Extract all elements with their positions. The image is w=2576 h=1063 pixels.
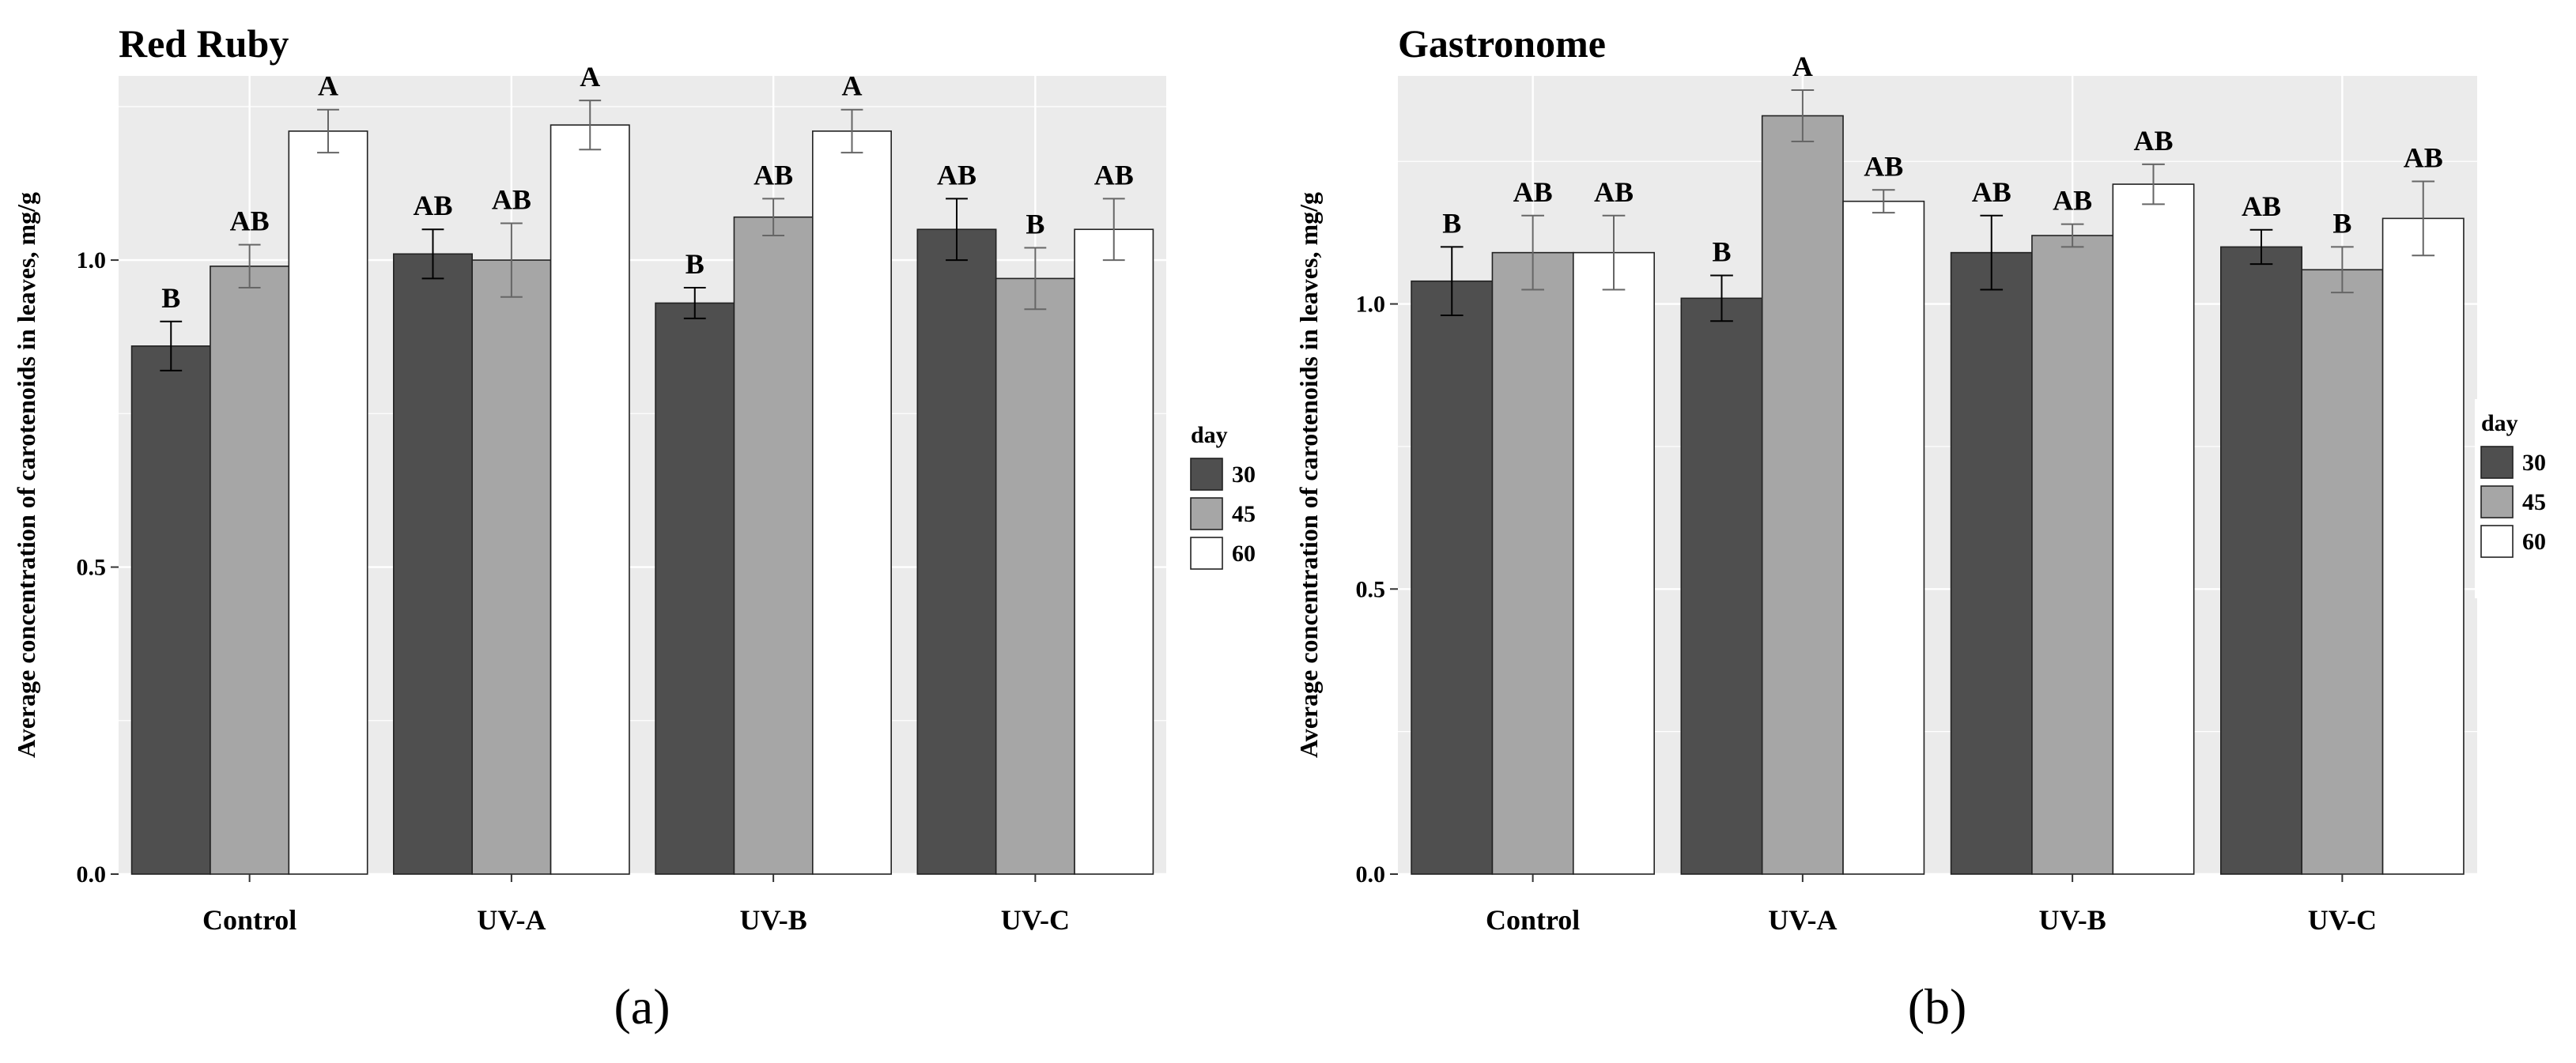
significance-label: A <box>318 70 338 102</box>
subfigure-label: (a) <box>614 978 670 1035</box>
x-tick-label: UV-A <box>477 904 546 936</box>
bar-uv-c-day45 <box>995 277 1075 875</box>
legend-label: 45 <box>1232 501 1256 527</box>
y-tick-label: 0.5 <box>77 555 107 581</box>
significance-label: AB <box>492 183 531 215</box>
bar-uv-c-day30 <box>2220 246 2302 875</box>
significance-label: A <box>842 70 863 102</box>
y-axis-title: Average concentration of carotenoids in … <box>1294 192 1323 758</box>
bar-uv-c-day60 <box>2381 217 2465 875</box>
y-tick-label: 0.0 <box>77 861 107 888</box>
y-tick-label: 1.0 <box>77 247 107 273</box>
bar-uv-a-day60 <box>1842 200 1925 875</box>
chart-panel-b: B B AB AB AB A AB B AB AB AB AB 0.0 0.5 1.0 Control UV-A… <box>1294 21 2570 1035</box>
significance-label: B <box>161 282 180 314</box>
significance-label: B <box>1025 209 1044 240</box>
bar-uv-a-day30 <box>1680 297 1763 875</box>
bar-uv-b-day60 <box>2112 183 2195 875</box>
bar-uv-b-day45 <box>2031 235 2114 875</box>
legend-title: day <box>2481 410 2518 436</box>
significance-label: A <box>1792 51 1813 82</box>
significance-label: AB <box>2133 125 2173 156</box>
significance-label: AB <box>2242 190 2281 222</box>
bar-control-day45 <box>210 266 290 875</box>
x-tick-label: UV-B <box>2038 904 2106 936</box>
bar-uv-a-day60 <box>550 124 630 875</box>
significance-label: B <box>1442 207 1461 239</box>
x-tick-label: UV-A <box>1768 904 1837 936</box>
bar-uv-b-day60 <box>812 130 892 875</box>
x-tick-label: UV-C <box>1001 904 1070 936</box>
bar-uv-b-day45 <box>733 216 814 875</box>
legend-swatch-day60 <box>2480 525 2514 558</box>
significance-label: AB <box>1594 176 1634 208</box>
x-tick-label: UV-C <box>2308 904 2377 936</box>
legend-label: 30 <box>1232 462 1256 488</box>
significance-label: AB <box>1864 150 1903 182</box>
significance-label: A <box>580 61 600 92</box>
significance-label: AB <box>2053 185 2092 217</box>
significance-label: AB <box>230 205 270 237</box>
significance-label: AB <box>937 159 976 190</box>
bar-uv-b-day30 <box>1950 251 2033 875</box>
y-tick-label: 1.0 <box>1356 292 1386 318</box>
bar-uv-b-day30 <box>655 302 735 875</box>
legend-label: 60 <box>1232 541 1256 567</box>
bar-uv-a-day45 <box>471 259 552 875</box>
bar-control-day30 <box>130 345 211 875</box>
significance-label: AB <box>413 190 452 221</box>
bar-control-day60 <box>288 130 368 875</box>
bar-control-day30 <box>1411 280 1494 875</box>
legend-swatch-day60 <box>1190 537 1223 570</box>
y-tick-label: 0.0 <box>1356 861 1386 888</box>
legend-swatch-day45 <box>2480 485 2514 518</box>
y-axis-title: Average concentration of carotenoids in … <box>12 192 40 758</box>
significance-label: AB <box>754 159 793 190</box>
legend-label: 30 <box>2522 450 2546 476</box>
bar-control-day60 <box>1573 251 1655 875</box>
significance-label: AB <box>1094 159 1134 190</box>
bar-uv-c-day60 <box>1074 228 1154 875</box>
legend-title: day <box>1191 422 1228 448</box>
bar-uv-a-day30 <box>393 253 473 875</box>
significance-label: AB <box>1972 176 2011 208</box>
legend-label: 45 <box>2522 489 2546 515</box>
legend-swatch-day30 <box>2480 446 2514 479</box>
significance-label: AB <box>1513 176 1553 208</box>
x-tick-label: UV-B <box>739 904 806 936</box>
bar-uv-c-day30 <box>916 228 997 875</box>
significance-label: AB <box>2404 141 2443 173</box>
chart-panel-a: B AB B AB AB AB AB B A A A AB 0.0 0.5 1.0 Control UV-A UV… <box>12 21 1279 1035</box>
legend-swatch-day45 <box>1190 497 1223 530</box>
significance-label: B <box>686 248 704 280</box>
x-tick-label: Control <box>1486 904 1580 936</box>
x-tick-label: Control <box>202 904 297 936</box>
significance-label: B <box>1712 236 1731 268</box>
chart-title: Gastronome <box>1398 21 1606 66</box>
subfigure-label: (b) <box>1908 978 1967 1035</box>
bar-uv-c-day45 <box>2301 269 2384 875</box>
legend-swatch-day30 <box>1190 458 1223 491</box>
y-tick-label: 0.5 <box>1356 576 1386 602</box>
bar-control-day45 <box>1491 251 1574 875</box>
bar-uv-a-day45 <box>1761 115 1844 875</box>
significance-label: B <box>2332 207 2351 239</box>
chart-title: Red Ruby <box>119 21 289 66</box>
legend-label: 60 <box>2522 529 2546 555</box>
